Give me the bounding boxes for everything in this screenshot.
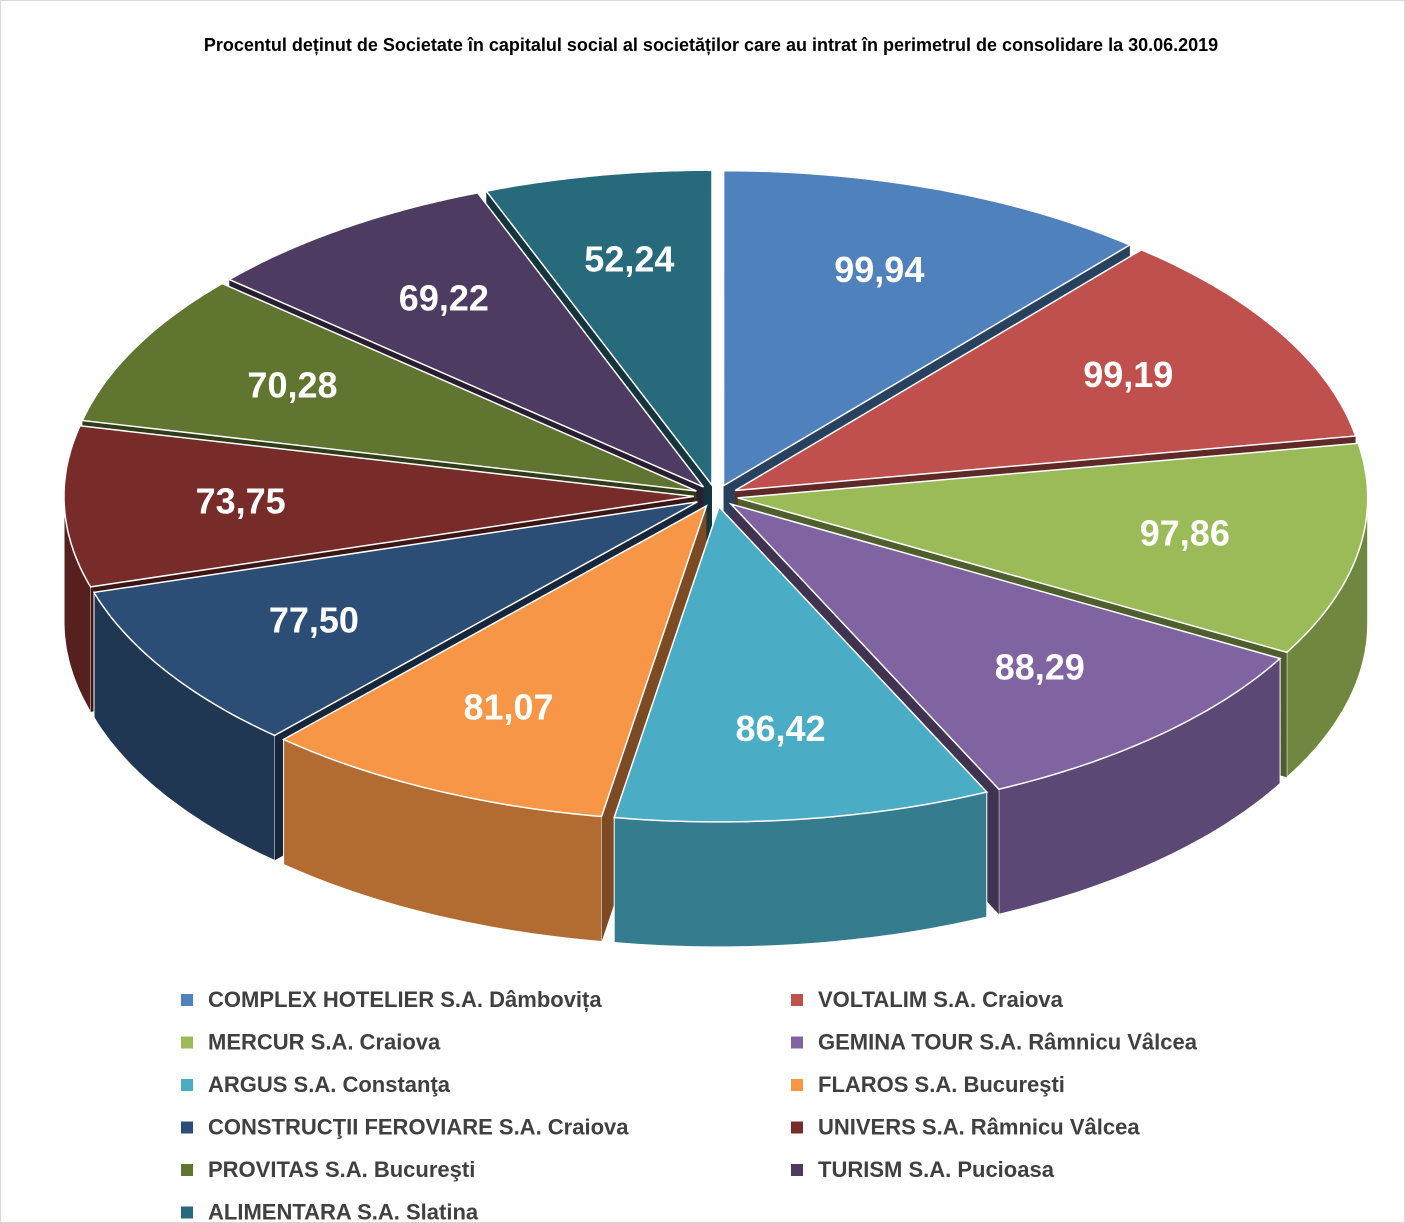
legend-swatch [181, 1036, 193, 1049]
chart-title: Procentul deținut de Societate în capita… [203, 35, 1219, 55]
slice [737, 442, 1369, 654]
data-label: 99,94 [834, 249, 924, 290]
legend-swatch [791, 1164, 803, 1176]
legend-swatch [181, 1164, 193, 1176]
legend-label: ARGUS S.A. Constanţa [208, 1072, 451, 1097]
data-label: 97,86 [1140, 513, 1230, 554]
data-label: 99,19 [1083, 354, 1173, 395]
legend-label: COMPLEX HOTELIER S.A. Dâmbovița [208, 987, 602, 1012]
data-label: 70,28 [247, 364, 337, 405]
data-label: 52,24 [584, 239, 674, 280]
data-label: 69,22 [399, 277, 489, 318]
legend-swatch [791, 994, 803, 1006]
legend-label: MERCUR S.A. Craiova [208, 1029, 441, 1054]
data-label: 77,50 [269, 599, 359, 640]
legend-label: VOLTALIM S.A. Craiova [818, 987, 1064, 1012]
slice [734, 248, 1357, 492]
slice [81, 282, 697, 492]
data-label: 73,75 [196, 480, 286, 521]
slice [728, 502, 1282, 791]
legend-label: CONSTRUCŢII FEROVIARE S.A. Craiova [208, 1114, 629, 1139]
legend-label: UNIVERS S.A. Râmnicu Vâlcea [818, 1114, 1140, 1139]
slice [227, 192, 705, 488]
data-label: 88,29 [995, 647, 1085, 688]
slice [63, 424, 695, 588]
legend-swatch [181, 1206, 193, 1219]
slice [92, 501, 698, 737]
legend-swatch [791, 1079, 803, 1091]
legend-swatch [181, 1079, 193, 1091]
legend-swatch [181, 994, 193, 1006]
legend-swatch [791, 1121, 803, 1134]
legend-label: TURISM S.A. Pucioasa [818, 1157, 1055, 1182]
legend-swatch [181, 1121, 193, 1134]
legend-label: FLAROS S.A. Bucureşti [818, 1072, 1065, 1097]
data-label: 86,42 [735, 708, 825, 749]
slice [484, 169, 713, 488]
legend-label: GEMINA TOUR S.A. Râmnicu Vâlcea [818, 1029, 1198, 1054]
legend-label: PROVITAS S.A. Bucureşti [208, 1157, 475, 1182]
data-label: 81,07 [463, 686, 553, 727]
slice [722, 169, 1132, 487]
slice [613, 505, 989, 823]
legend-swatch [791, 1036, 803, 1049]
slice [281, 504, 708, 818]
legend-label: ALIMENTARA S.A. Slatina [208, 1199, 479, 1222]
